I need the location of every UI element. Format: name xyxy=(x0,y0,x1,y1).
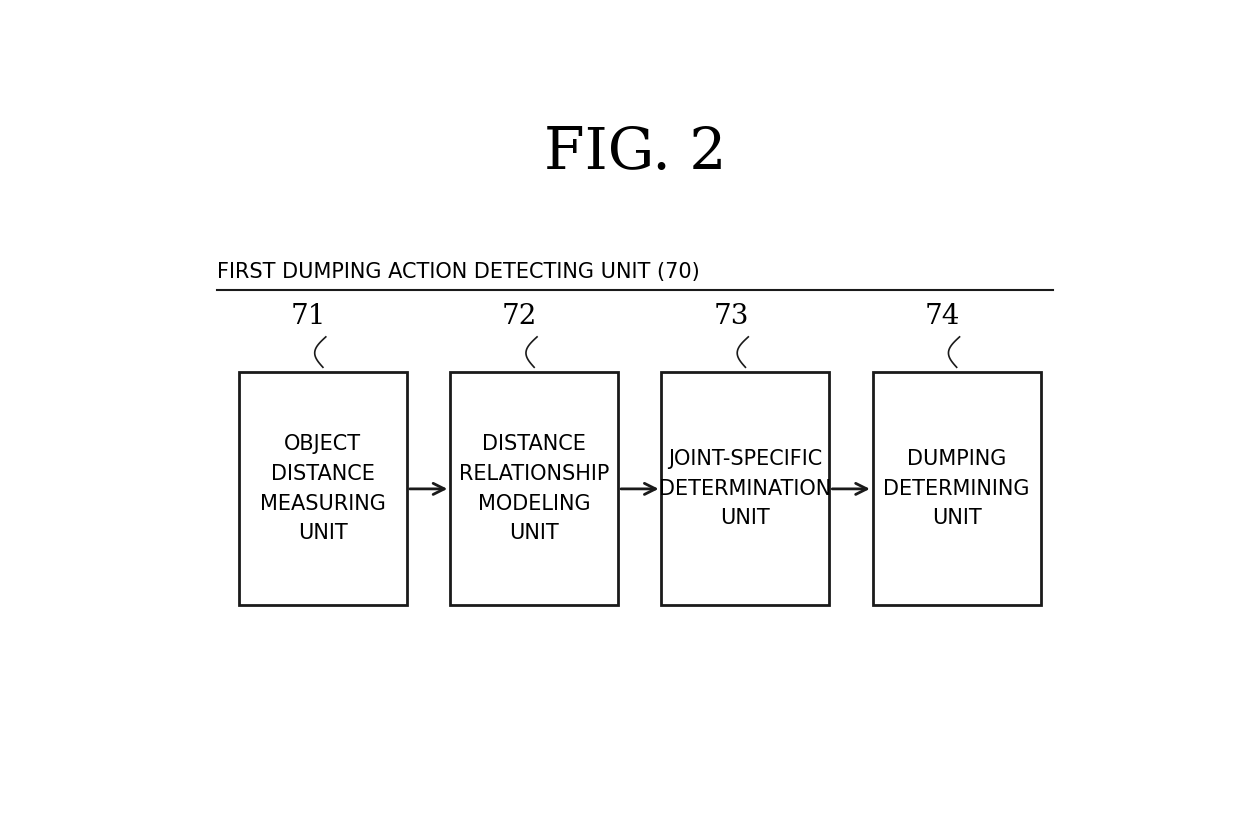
Bar xyxy=(239,372,406,606)
Text: DUMPING
DETERMINING
UNIT: DUMPING DETERMINING UNIT xyxy=(883,449,1030,528)
Text: 72: 72 xyxy=(502,303,538,330)
Text: OBJECT
DISTANCE
MEASURING
UNIT: OBJECT DISTANCE MEASURING UNIT xyxy=(260,434,385,543)
Text: 71: 71 xyxy=(291,303,326,330)
Text: 73: 73 xyxy=(714,303,748,330)
Text: 74: 74 xyxy=(924,303,960,330)
Bar xyxy=(450,372,618,606)
Text: FIRST DUMPING ACTION DETECTING UNIT (70): FIRST DUMPING ACTION DETECTING UNIT (70) xyxy=(217,262,700,282)
Bar xyxy=(872,372,1041,606)
Text: DISTANCE
RELATIONSHIP
MODELING
UNIT: DISTANCE RELATIONSHIP MODELING UNIT xyxy=(458,434,610,543)
Bar xyxy=(662,372,829,606)
Text: JOINT-SPECIFIC
DETERMINATION
UNIT: JOINT-SPECIFIC DETERMINATION UNIT xyxy=(659,449,831,528)
Text: FIG. 2: FIG. 2 xyxy=(544,124,726,181)
